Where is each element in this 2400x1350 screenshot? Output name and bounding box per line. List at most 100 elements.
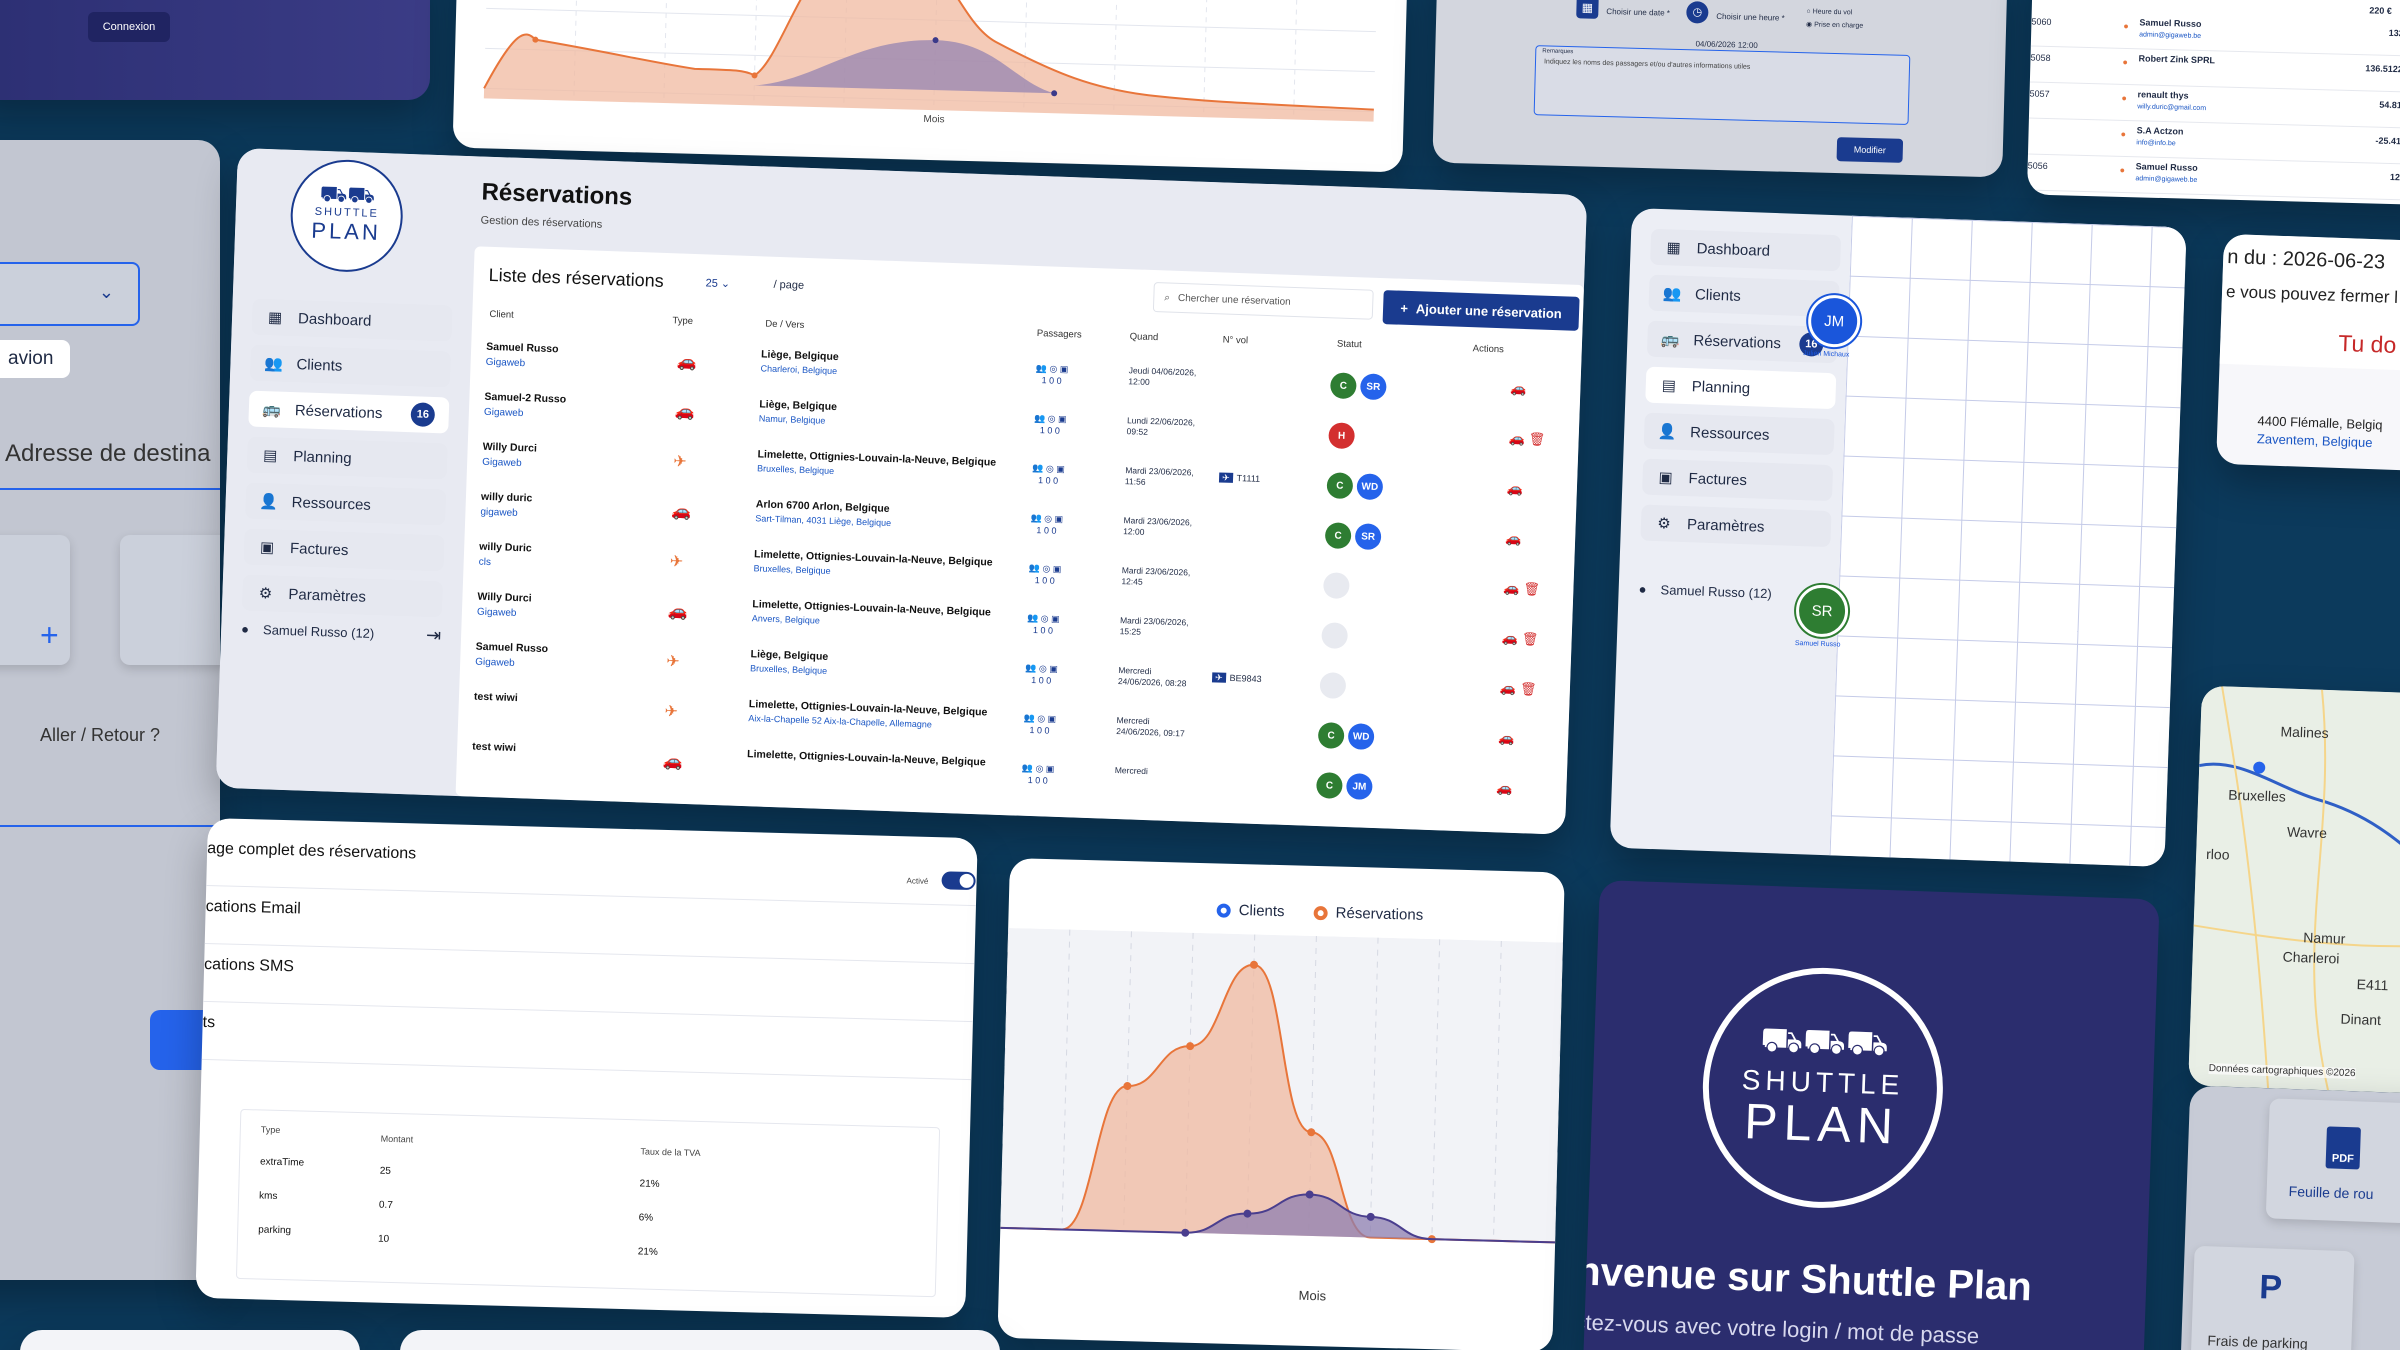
active-toggle[interactable] bbox=[941, 871, 976, 891]
remarks-textarea[interactable]: Remarques Indiquez les noms des passager… bbox=[1533, 45, 1911, 125]
status-avatar[interactable] bbox=[1322, 572, 1350, 600]
vehicle-action-icon[interactable]: 🚗 bbox=[1501, 630, 1519, 646]
radio-pickup[interactable]: ◉ Prise en charge bbox=[1805, 21, 1864, 30]
delete-icon[interactable]: 🗑 bbox=[1528, 431, 1546, 447]
column-header[interactable]: Quand bbox=[1129, 331, 1159, 344]
vehicle-action-icon[interactable]: 🚗 bbox=[1499, 680, 1517, 696]
delete-icon[interactable]: 🗑 bbox=[1521, 631, 1539, 647]
clock-icon[interactable]: ◷ bbox=[1686, 1, 1709, 24]
map-place-label: Bruxelles bbox=[2227, 786, 2287, 805]
data-point[interactable] bbox=[1307, 1128, 1316, 1137]
column-header[interactable]: Client bbox=[489, 308, 514, 321]
option-tile-1[interactable]: + bbox=[0, 535, 70, 665]
status-avatar[interactable]: SR bbox=[1359, 373, 1387, 401]
data-point[interactable] bbox=[1249, 960, 1258, 969]
vehicle-action-icon[interactable]: 🚗 bbox=[1510, 380, 1527, 397]
sidebar-item-factures[interactable]: ▣ Factures bbox=[1642, 458, 1834, 502]
logout-icon[interactable]: ⇥ bbox=[425, 624, 442, 646]
status-avatar[interactable]: SR bbox=[1354, 523, 1382, 551]
login-button[interactable]: Connexion bbox=[88, 12, 170, 42]
status-avatar[interactable]: WD bbox=[1347, 723, 1375, 751]
when-cell: Mardi 23/06/2026, 12:00 bbox=[1122, 515, 1193, 537]
passengers-icons: 👥 ◎ ▣ bbox=[1023, 712, 1057, 724]
delete-icon[interactable]: 🗑 bbox=[1523, 581, 1541, 597]
when-cell: Mercredi bbox=[1114, 764, 1149, 777]
data-point[interactable] bbox=[1305, 1190, 1314, 1199]
status-avatar[interactable]: C bbox=[1326, 472, 1354, 500]
sidebar-item-planning[interactable]: ▤ Planning bbox=[246, 436, 448, 480]
flight-cell: ✈ T1111 bbox=[1218, 472, 1261, 484]
sidebar-item-paramtres[interactable]: ⚙ Paramètres bbox=[241, 574, 443, 618]
status-avatar[interactable]: WD bbox=[1356, 473, 1384, 501]
sidebar-item-ressources[interactable]: 👤 Ressources bbox=[1643, 412, 1835, 456]
car-icon: 🚗 bbox=[676, 353, 698, 372]
info-warning: Tu do bbox=[2337, 329, 2397, 358]
status-avatar[interactable] bbox=[1319, 672, 1347, 699]
vehicle-action-icon[interactable]: 🚗 bbox=[1508, 430, 1526, 447]
transport-select[interactable]: ⌄ bbox=[0, 262, 140, 326]
chart-grid-line bbox=[1554, 942, 1563, 1243]
option-tile-2[interactable] bbox=[120, 535, 220, 665]
client-company: Gigaweb bbox=[485, 356, 526, 370]
add-reservation-button[interactable]: + Ajouter une réservation bbox=[1382, 290, 1580, 331]
person-icon: ● bbox=[2122, 56, 2128, 68]
data-point[interactable] bbox=[1186, 1042, 1195, 1051]
vehicle-action-icon[interactable]: 🚗 bbox=[1496, 780, 1513, 796]
welcome-title: nvenue sur Shuttle Plan bbox=[1582, 1249, 2033, 1310]
sidebar-item-rservations[interactable]: 🚌 Réservations 16 bbox=[248, 390, 450, 434]
vehicle-action-icon[interactable]: 🚗 bbox=[1504, 530, 1522, 547]
transport-chip[interactable]: avion bbox=[0, 340, 70, 378]
modify-button[interactable]: Modifier bbox=[1836, 137, 1904, 163]
sidebar-item-dashboard[interactable]: ▦ Dashboard bbox=[251, 298, 453, 342]
car-icon: 🚗 bbox=[674, 403, 696, 422]
sidebar-item-ressources[interactable]: 👤 Ressources bbox=[245, 482, 447, 526]
vehicle-action-icon[interactable]: 🚗 bbox=[1506, 480, 1524, 497]
flight-number: BE9843 bbox=[1229, 672, 1262, 685]
sidebar-item-dashboard[interactable]: ▦ Dashboard bbox=[1650, 228, 1842, 272]
column-header[interactable]: Actions bbox=[1472, 343, 1505, 356]
status-avatar[interactable]: JM bbox=[1345, 773, 1373, 800]
chart-grid-line bbox=[1123, 931, 1132, 1232]
add-reservation-label: Ajouter une réservation bbox=[1415, 300, 1563, 321]
sidebar-item-planning[interactable]: ▤ Planning bbox=[1645, 366, 1837, 410]
info-address-1: 4400 Flémalle, Belgiq bbox=[2257, 413, 2383, 433]
legend-clients[interactable]: Clients bbox=[1216, 901, 1285, 920]
column-header[interactable]: De / Vers bbox=[765, 318, 805, 331]
client-name: test wiwi bbox=[473, 690, 518, 705]
vehicle-action-icon[interactable]: 🚗 bbox=[1503, 580, 1520, 596]
column-header[interactable]: Statut bbox=[1336, 338, 1362, 351]
status-avatar[interactable]: C bbox=[1329, 372, 1357, 400]
planning-icon: ▤ bbox=[1661, 377, 1677, 395]
sidebar-item-clients[interactable]: 👥 Clients bbox=[249, 344, 452, 388]
legend-reservations[interactable]: Réservations bbox=[1313, 904, 1423, 924]
status-avatar[interactable] bbox=[1321, 622, 1349, 650]
status-avatar[interactable]: C bbox=[1324, 522, 1352, 550]
column-header[interactable]: Type bbox=[672, 315, 694, 327]
data-point[interactable] bbox=[1181, 1228, 1190, 1237]
parking-tile[interactable]: P Frais de parking bbox=[2190, 1245, 2355, 1350]
data-point[interactable] bbox=[1123, 1081, 1132, 1090]
status-avatar[interactable]: H bbox=[1328, 422, 1356, 450]
column-header[interactable]: Passagers bbox=[1036, 327, 1082, 341]
search-input[interactable]: ⌕ Chercher une réservation bbox=[1152, 282, 1374, 320]
data-point[interactable] bbox=[1243, 1209, 1252, 1218]
sidebar-item-factures[interactable]: ▣ Factures bbox=[243, 528, 445, 572]
delete-icon[interactable]: 🗑 bbox=[1519, 681, 1537, 697]
when-cell: Mercredi 24/06/2026, 08:28 bbox=[1117, 665, 1187, 689]
per-page-select[interactable]: 25 ⌄ bbox=[705, 277, 731, 291]
sidebar-item-paramtres[interactable]: ⚙ Paramètres bbox=[1640, 504, 1832, 548]
data-point[interactable] bbox=[1366, 1212, 1375, 1221]
status-avatar[interactable]: C bbox=[1317, 722, 1345, 749]
column-header[interactable]: N° vol bbox=[1222, 334, 1249, 347]
calendar-icon[interactable]: ▦ bbox=[1576, 0, 1599, 19]
flight-number: T1111 bbox=[1236, 473, 1261, 484]
top-chart: Mois bbox=[483, 0, 1376, 125]
client-name: Samuel Russo bbox=[475, 640, 549, 656]
vehicle-action-icon[interactable]: 🚗 bbox=[1497, 730, 1515, 746]
radio-flight-time[interactable]: ○ Heure du vol bbox=[1806, 8, 1853, 17]
settings-icon: ⚙ bbox=[1656, 515, 1672, 533]
status-avatar[interactable]: C bbox=[1315, 772, 1343, 799]
pdf-tile[interactable]: PDF Feuille de rou bbox=[2265, 1098, 2400, 1224]
map-marker-icon[interactable] bbox=[2253, 761, 2266, 774]
status-cell: C WD bbox=[1317, 722, 1379, 751]
